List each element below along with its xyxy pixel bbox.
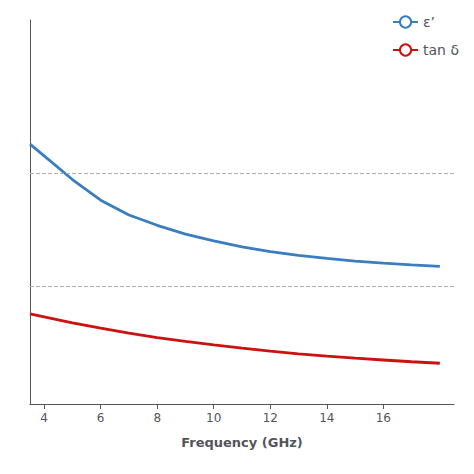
svg-text:16: 16: [376, 411, 391, 425]
svg-text:6: 6: [97, 411, 105, 425]
svg-text:Frequency (GHz): Frequency (GHz): [181, 435, 303, 450]
svg-text:14: 14: [319, 411, 334, 425]
svg-text:tan δ: tan δ: [423, 42, 459, 58]
svg-text:4: 4: [40, 411, 48, 425]
svg-text:10: 10: [206, 411, 221, 425]
svg-text:8: 8: [153, 411, 161, 425]
svg-text:ε’: ε’: [423, 14, 435, 30]
svg-text:12: 12: [263, 411, 278, 425]
